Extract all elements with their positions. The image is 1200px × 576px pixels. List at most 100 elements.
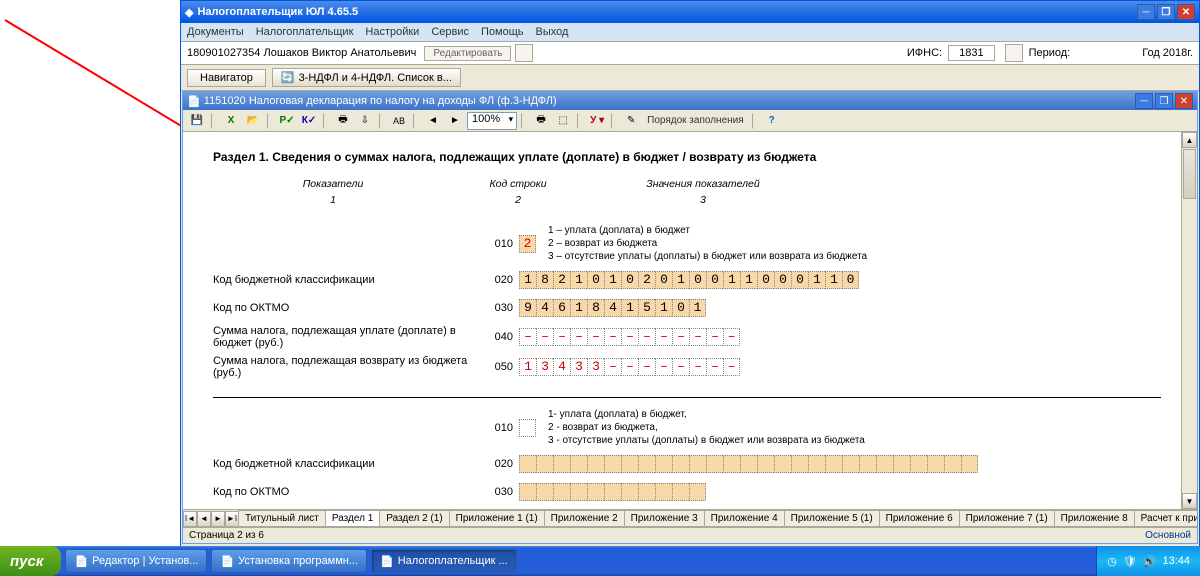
app-title: Налогоплательщик ЮЛ 4.65.5 xyxy=(197,6,358,18)
line-label: Сумма налога, подлежащая уплате (доплате… xyxy=(213,325,483,349)
menu-item[interactable]: Сервис xyxy=(431,26,469,38)
tb-wand-icon[interactable]: ✎ xyxy=(621,112,641,130)
menu-item[interactable]: Выход xyxy=(536,26,569,38)
page-tab[interactable]: Приложение 6 xyxy=(879,510,960,527)
cell-group-b2-020[interactable] xyxy=(519,455,978,473)
doc-maximize-button[interactable]: ❐ xyxy=(1155,93,1173,109)
edit-button[interactable]: Редактировать xyxy=(424,46,511,61)
clock: 13:44 xyxy=(1162,555,1190,567)
line-label: Код по ОКТМО xyxy=(213,302,483,314)
taskbar: пуск 📄Редактор | Установ...📄Установка пр… xyxy=(0,546,1200,576)
scroll-down-button[interactable]: ▼ xyxy=(1182,493,1197,509)
year-label: Год 2018г. xyxy=(1142,47,1193,59)
vertical-scrollbar[interactable]: ▲ ▼ xyxy=(1181,132,1197,509)
menubar: Документы Налогоплательщик Настройки Сер… xyxy=(181,23,1199,41)
tb-help-icon[interactable]: ? xyxy=(762,112,782,130)
line-code: 050 xyxy=(483,361,513,373)
tabs-last-button[interactable]: ►I xyxy=(225,511,239,527)
minimize-button[interactable]: ─ xyxy=(1137,4,1155,20)
page-tab[interactable]: Приложение 3 xyxy=(624,510,705,527)
page-tab[interactable]: Титульный лист xyxy=(238,510,326,527)
tb-tool2-icon[interactable]: ⬚ xyxy=(553,112,573,130)
page-tab[interactable]: Приложение 5 (1) xyxy=(784,510,880,527)
page-tab[interactable]: Приложение 2 xyxy=(544,510,625,527)
navigator-button[interactable]: Навигатор xyxy=(187,69,266,87)
tb-excel-icon[interactable]: X xyxy=(221,112,241,130)
cell-group-030[interactable]: 94618415101 xyxy=(519,299,706,317)
tabs-first-button[interactable]: I◄ xyxy=(183,511,197,527)
tb-print-icon[interactable]: 🖶 xyxy=(333,112,353,130)
document-window: 📄 1151020 Налоговая декларация по налогу… xyxy=(182,91,1198,544)
line-label: Сумма налога, подлежащая возврату из бюд… xyxy=(213,355,483,379)
cell-group-010[interactable]: 2 xyxy=(519,235,536,253)
tb-r-icon[interactable]: Р✓ xyxy=(277,112,297,130)
line-label: Код по ОКТМО xyxy=(213,486,483,498)
cell-group-040[interactable]: ––––––––––––– xyxy=(519,328,740,346)
doc-page-area: Раздел 1. Сведения о суммах налога, подл… xyxy=(183,132,1181,509)
doc-minimize-button[interactable]: ─ xyxy=(1135,93,1153,109)
tb-save-icon[interactable]: 💾 xyxy=(187,112,207,130)
page-tab[interactable]: Приложение 1 (1) xyxy=(449,510,545,527)
tray-icon[interactable]: 🛡 xyxy=(1123,555,1137,568)
close-button[interactable]: ✕ xyxy=(1177,4,1195,20)
menu-item[interactable]: Помощь xyxy=(481,26,524,38)
system-tray[interactable]: ◷ 🛡 🔊 13:44 xyxy=(1096,546,1200,576)
page-tab[interactable]: Раздел 1 xyxy=(325,510,380,527)
maximize-button[interactable]: ❐ xyxy=(1157,4,1175,20)
col-num: 2 xyxy=(453,194,583,206)
line-code: 030 xyxy=(483,486,513,498)
line010b-desc: 1- уплата (доплата) в бюджет, 2 - возвра… xyxy=(548,408,865,447)
tb-export-icon[interactable]: ⇩ xyxy=(355,112,375,130)
line-code: 010 xyxy=(483,422,513,434)
menu-item[interactable]: Налогоплательщик xyxy=(256,26,354,38)
ifns-more-button[interactable] xyxy=(1005,44,1023,62)
cell-group-020[interactable]: 18210102010011000110 xyxy=(519,271,859,289)
nav-row: Навигатор 🔄3-НДФЛ и 4-НДФЛ. Список в... xyxy=(181,65,1199,91)
menu-item[interactable]: Документы xyxy=(187,26,244,38)
taxpayer-strip: 180901027354 Лошаков Виктор Анатольевич … xyxy=(181,41,1199,65)
scroll-thumb[interactable] xyxy=(1183,149,1196,199)
tb-ab-icon[interactable]: AB xyxy=(389,112,409,130)
taxpayer-more-button[interactable] xyxy=(515,44,533,62)
doc-statusbar: Страница 2 из 6 Основной xyxy=(183,527,1197,543)
col-head: Код строки xyxy=(453,178,583,190)
start-button[interactable]: пуск xyxy=(0,546,61,576)
col-head: Значения показателей xyxy=(583,178,823,190)
page-tab[interactable]: Приложение 7 (1) xyxy=(959,510,1055,527)
scroll-up-button[interactable]: ▲ xyxy=(1182,132,1197,148)
tray-icon[interactable]: ◷ xyxy=(1107,555,1117,568)
ifns-label: ИФНС: xyxy=(907,47,942,59)
tb-u-icon[interactable]: У ▾ xyxy=(587,112,607,130)
zoom-select[interactable]: 100% xyxy=(467,112,517,130)
doc-toolbar: 💾 X 📂 Р✓ К✓ 🖶 ⇩ AB ◄ ► 100% 🖶 ⬚ xyxy=(183,110,1197,132)
tb-tool1-icon[interactable]: 🖶 xyxy=(531,112,551,130)
taxpayer-id: 180901027354 xyxy=(187,47,260,59)
page-indicator: Страница 2 из 6 xyxy=(189,530,264,541)
page-tab[interactable]: Раздел 2 (1) xyxy=(379,510,449,527)
menu-item[interactable]: Настройки xyxy=(365,26,419,38)
line-code: 020 xyxy=(483,458,513,470)
order-link[interactable]: Порядок заполнения xyxy=(643,115,748,126)
cell-group-050[interactable]: 13433–––––––– xyxy=(519,358,740,376)
page-tab[interactable]: Приложение 8 xyxy=(1054,510,1135,527)
doc-tab[interactable]: 🔄3-НДФЛ и 4-НДФЛ. Список в... xyxy=(272,68,461,87)
page-tab[interactable]: Приложение 4 xyxy=(704,510,785,527)
tb-open-icon[interactable]: 📂 xyxy=(243,112,263,130)
tb-k-icon[interactable]: К✓ xyxy=(299,112,319,130)
line-code: 020 xyxy=(483,274,513,286)
taskbar-task[interactable]: 📄Редактор | Установ... xyxy=(65,549,207,573)
cell-group-b2-030[interactable] xyxy=(519,483,706,501)
taskbar-task[interactable]: 📄Налогоплательщик ... xyxy=(371,549,517,573)
period-label: Период: xyxy=(1029,47,1071,59)
tabs-next-button[interactable]: ► xyxy=(211,511,225,527)
tb-next-icon[interactable]: ► xyxy=(445,112,465,130)
cell-group-b2-010[interactable] xyxy=(519,419,536,437)
status-mode: Основной xyxy=(1145,530,1191,541)
doc-close-button[interactable]: ✕ xyxy=(1175,93,1193,109)
taskbar-task[interactable]: 📄Установка программн... xyxy=(211,549,367,573)
tb-prev-icon[interactable]: ◄ xyxy=(423,112,443,130)
tabs-prev-button[interactable]: ◄ xyxy=(197,511,211,527)
line-code: 030 xyxy=(483,302,513,314)
page-tab[interactable]: Расчет к прил.1 xyxy=(1134,510,1197,527)
tray-icon[interactable]: 🔊 xyxy=(1143,555,1157,568)
